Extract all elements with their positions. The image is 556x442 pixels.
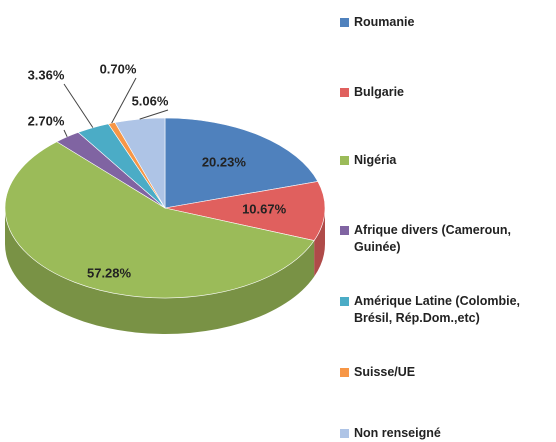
data-label: 20.23% [202,155,247,170]
data-label: 3.36% [28,67,65,82]
legend-entry: Roumanie [340,14,554,31]
legend-label: Bulgarie [354,85,405,99]
legend-label: Roumanie [354,15,415,29]
leader-line [63,83,94,128]
legend-label: Suisse/UE [354,365,416,379]
legend-entry: Amérique Latine (Colombie, Brésil, Rép.D… [340,293,554,327]
data-label: 10.67% [242,201,287,216]
leader-line [111,77,137,124]
legend-swatch [340,226,349,235]
legend-swatch [340,429,349,438]
slice [164,117,319,209]
legend-swatch [340,88,349,97]
legend-swatch [340,297,349,306]
pie: 20.23% 10.67% 57.28% 2.70% 3.36% 0.70% 5.06% [4,61,326,334]
legend-entry: Nigéria [340,152,554,169]
legend-label: Non renseigné [354,426,441,440]
legend-entry: Non renseigné [340,425,554,442]
leader-line [63,129,68,137]
data-label: 0.70% [100,61,137,76]
data-label: 5.06% [132,93,169,108]
data-label: 2.70% [28,113,65,128]
legend-entry: Bulgarie [340,84,554,101]
legend-label: Nigéria [354,153,397,167]
data-label: 57.28% [87,266,132,281]
leader-line [139,109,169,120]
slice [164,181,326,241]
legend-entry: Suisse/UE [340,364,554,381]
legend-entry: Afrique divers (Cameroun, Guinée) [340,222,554,256]
legend-label: Amérique Latine (Colombie, Brésil, Rép.D… [354,294,520,325]
slice-side [5,208,315,334]
legend-swatch [340,368,349,377]
slice [4,141,315,299]
legend-swatch [340,156,349,165]
slice [114,117,166,210]
legend-label: Afrique divers (Cameroun, Guinée) [354,223,511,254]
legend-swatch [340,18,349,27]
